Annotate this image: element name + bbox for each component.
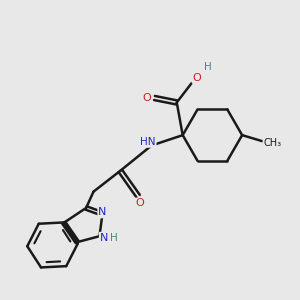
Text: O: O (135, 199, 144, 208)
Text: H: H (110, 233, 118, 243)
Text: O: O (143, 93, 152, 103)
Text: N: N (100, 233, 108, 243)
Text: N: N (98, 207, 106, 218)
Text: CH₃: CH₃ (263, 138, 281, 148)
Text: O: O (193, 73, 201, 83)
Text: HN: HN (140, 137, 156, 147)
Text: H: H (204, 62, 212, 72)
